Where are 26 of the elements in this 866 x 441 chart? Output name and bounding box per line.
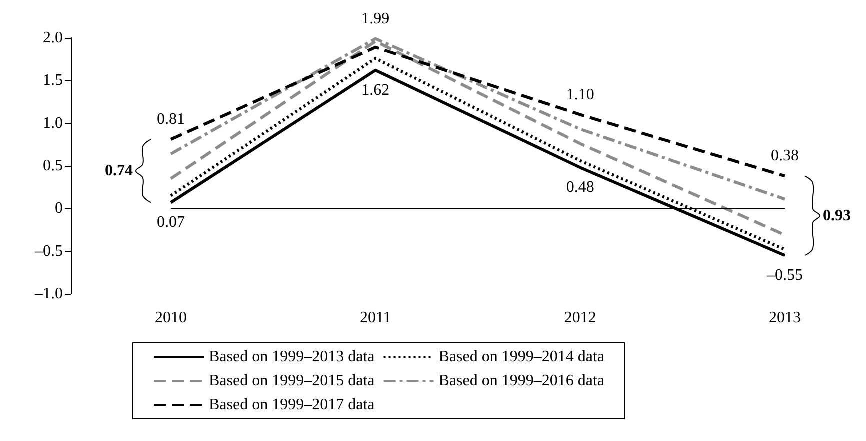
data-label: 0.81 (157, 111, 185, 128)
data-label: 1.62 (362, 82, 390, 99)
data-label: 1.10 (566, 86, 594, 104)
y-tick-label: –1.0 (34, 286, 63, 302)
text: 0.74 (105, 162, 133, 180)
y-tick-label: 0 (55, 200, 63, 218)
y-tick-label: –0.5 (34, 242, 63, 260)
x-tick-label: 2013 (769, 310, 801, 326)
y-tick-label: 1.5 (43, 72, 63, 90)
y-tick-label: 2.0 (43, 30, 63, 46)
data-label: 1.99 (362, 10, 390, 28)
legend-label: Based on 1999–2015 data (209, 372, 375, 390)
y-tick-label: 0.5 (43, 158, 63, 174)
data-label: –0.55 (766, 267, 803, 284)
legend-label: Based on 1999–2014 data (438, 348, 604, 366)
text: 0.93 (823, 207, 851, 224)
legend-label: Based on 1999–2016 data (438, 372, 604, 390)
legend-label: Based on 1999–2013 data (209, 348, 375, 366)
data-label: 0.07 (157, 214, 185, 232)
data-label: 0.38 (771, 148, 799, 165)
y-tick-label: 1.0 (43, 114, 63, 132)
data-label: 0.48 (566, 179, 594, 196)
x-tick-label: 2012 (564, 310, 596, 326)
legend-label: Based on 1999–2017 data (209, 396, 375, 414)
x-tick-label: 2010 (155, 310, 187, 326)
x-tick-label: 2011 (360, 310, 392, 326)
